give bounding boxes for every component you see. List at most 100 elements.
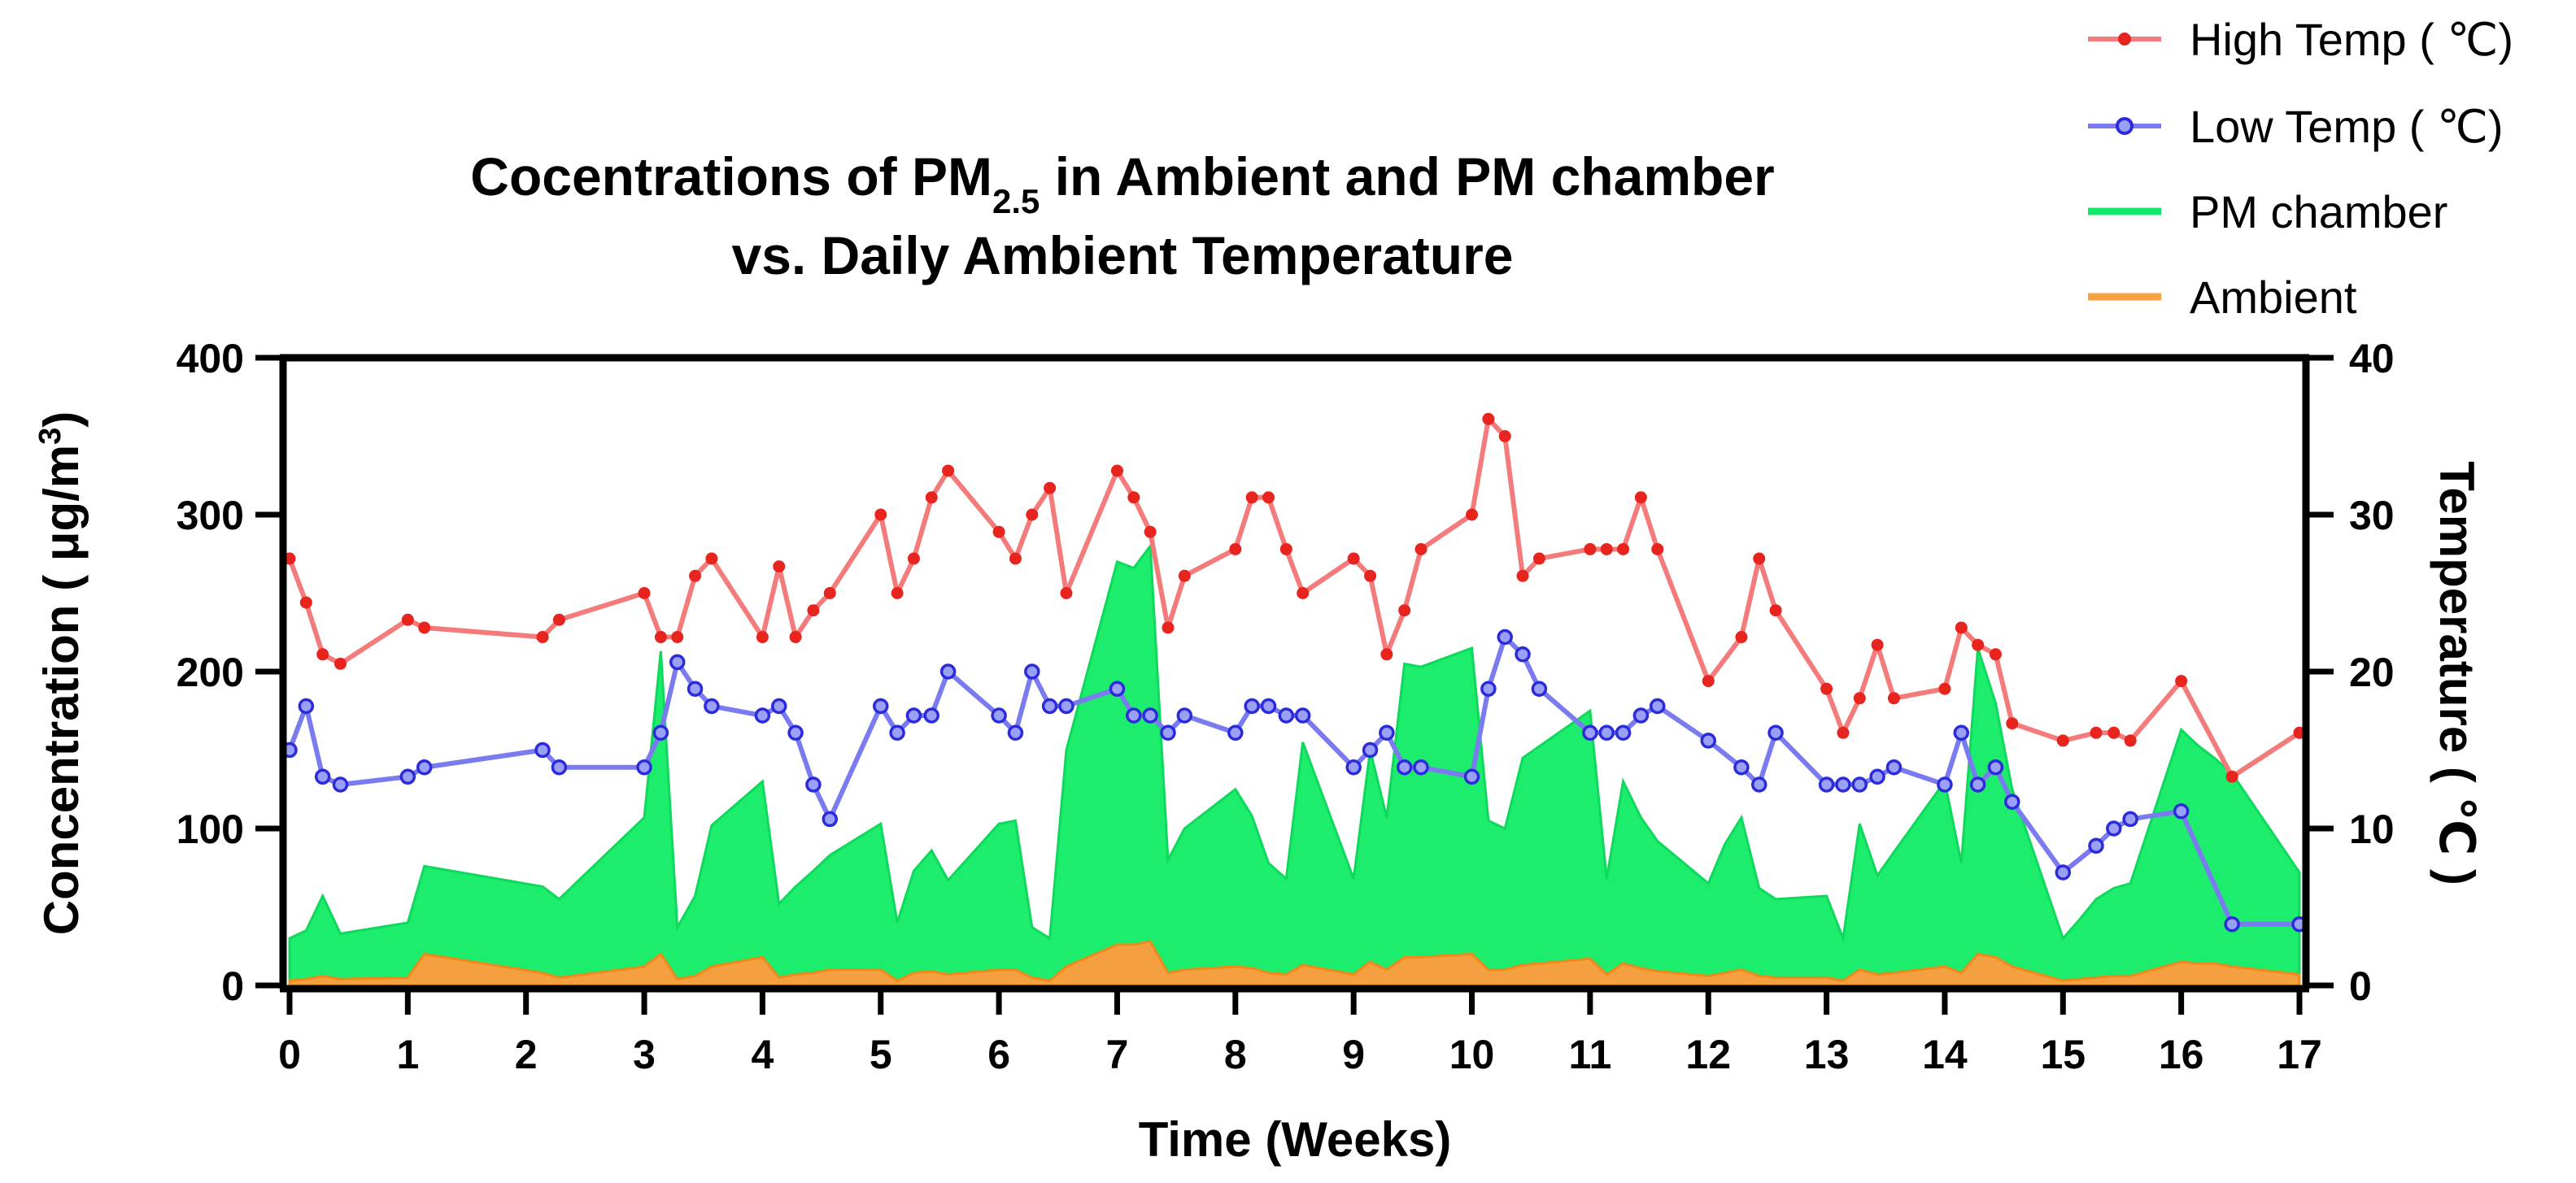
- high-temp-point: [1414, 542, 1427, 555]
- low-temp-point: [905, 707, 922, 724]
- high-temp-point: [1380, 648, 1393, 661]
- high-temp-point: [1364, 569, 1377, 582]
- legend-item-ambient: Ambient: [2088, 272, 2357, 323]
- high-temp-point: [2175, 675, 2188, 688]
- high-temp-point: [907, 552, 920, 565]
- low-temp-point: [1278, 707, 1295, 724]
- low-temp-point: [1244, 698, 1260, 715]
- legend-item-pm-chamber: PM chamber: [2088, 186, 2447, 237]
- high-temp-point: [2056, 734, 2069, 747]
- high-temp-point: [1972, 638, 1985, 651]
- y-left-tick-label: 200: [177, 650, 244, 695]
- low-temp-point: [332, 776, 349, 793]
- low-temp-point: [1379, 724, 1395, 742]
- high-temp-point: [1989, 648, 2002, 661]
- low-temp-point: [1969, 776, 1986, 793]
- legend-item-low-temp: Low Temp ( ℃): [2088, 101, 2504, 152]
- high-temp-point: [334, 657, 347, 670]
- legend: High Temp ( ℃) Low Temp ( ℃) PM chamber …: [2088, 14, 2513, 323]
- high-temp-point: [789, 631, 802, 644]
- low-temp-point: [686, 681, 704, 697]
- low-temp-point: [416, 759, 433, 776]
- ticks: 0 1 2 3 4 5 6 7 8 9 10 11 12 13 14 15 16 1701002003004000…: [177, 336, 2395, 1077]
- low-temp-point: [805, 776, 822, 793]
- high-temp-point: [1634, 491, 1647, 504]
- low-temp-point: [298, 698, 315, 715]
- high-temp-point: [1820, 682, 1833, 695]
- low-temp-point: [1497, 628, 1513, 646]
- high-temp-point: [773, 560, 786, 573]
- low-temp-point: [2055, 864, 2072, 881]
- high-temp-point: [1617, 542, 1630, 555]
- y-right-tick-label: 30: [2349, 493, 2395, 538]
- high-temp-point: [705, 552, 718, 565]
- high-temp-point: [2006, 717, 2019, 730]
- high-temp-point: [1532, 552, 1545, 565]
- high-temp-point: [756, 631, 769, 644]
- low-temp-point: [636, 759, 652, 776]
- low-temp-point: [787, 724, 804, 742]
- low-temp-point: [2224, 916, 2240, 933]
- low-temp-point: [1176, 707, 1193, 724]
- high-temp-point: [2124, 734, 2137, 747]
- low-temp-point: [669, 654, 686, 671]
- x-tick-label: 5: [870, 1032, 892, 1077]
- high-temp-point: [2107, 726, 2121, 739]
- low-temp-point: [1632, 707, 1650, 724]
- x-tick-label: 8: [1224, 1032, 1247, 1077]
- high-temp-point: [654, 631, 667, 644]
- low-temp-point: [1582, 724, 1598, 742]
- low-temp-point: [1058, 698, 1074, 715]
- y-left-tick-label: 100: [177, 807, 244, 852]
- low-temp-point: [1851, 776, 1868, 793]
- low-temp-point: [1126, 707, 1142, 724]
- low-temp-point: [939, 663, 957, 680]
- x-tick-label: 11: [1568, 1032, 1611, 1077]
- low-temp-point: [1818, 776, 1835, 793]
- high-temp-point: [1347, 552, 1360, 565]
- low-temp-point: [1396, 759, 1413, 776]
- high-temp-point: [1938, 682, 1951, 695]
- x-tick-label: 15: [2040, 1032, 2086, 1077]
- high-temp-point: [1279, 542, 1292, 555]
- high-temp-point: [942, 464, 955, 477]
- low-temp-point: [1345, 759, 1362, 776]
- y-right-tick-label: 20: [2349, 650, 2395, 695]
- low-temp-point: [1835, 776, 1851, 793]
- high-temp-line: [287, 416, 2301, 780]
- high-temp-point: [2225, 770, 2238, 783]
- high-temp-point: [1702, 675, 1715, 688]
- high-temp-point: [1955, 621, 1968, 634]
- high-temp-point: [401, 613, 414, 626]
- high-temp-point: [552, 613, 565, 626]
- high-temp-point: [299, 596, 312, 609]
- x-tick-label: 4: [752, 1032, 774, 1077]
- high-temp-point: [1871, 638, 1884, 651]
- high-temp-point: [1044, 481, 1057, 494]
- low-temp-point: [754, 707, 771, 724]
- high-temp-point: [689, 569, 702, 582]
- high-temp-point: [1887, 692, 1900, 705]
- x-axis-label: Time (Weeks): [1139, 1112, 1452, 1167]
- high-temp-point: [1769, 604, 1782, 617]
- high-temp-point: [1144, 525, 1157, 538]
- legend-high-marker: [2118, 33, 2131, 46]
- low-temp-point: [873, 698, 889, 715]
- x-tick-label: 0: [278, 1032, 301, 1077]
- low-temp-point: [2122, 811, 2138, 828]
- pm-chamber-area: [288, 542, 2301, 987]
- low-temp-point: [2106, 820, 2122, 837]
- low-temp-point: [2173, 803, 2190, 820]
- low-temp-point: [1700, 733, 1716, 749]
- high-temp-point: [925, 491, 938, 504]
- low-temp-point: [1260, 698, 1277, 715]
- low-temp-point: [923, 707, 940, 724]
- x-tick-label: 17: [2277, 1032, 2322, 1077]
- high-temp-point: [1482, 412, 1495, 425]
- high-temp-point: [1026, 508, 1039, 521]
- high-temp-point: [1060, 587, 1073, 599]
- legend-pm-label: PM chamber: [2190, 186, 2447, 237]
- high-temp-point: [536, 631, 549, 644]
- high-temp-point: [1516, 569, 1529, 582]
